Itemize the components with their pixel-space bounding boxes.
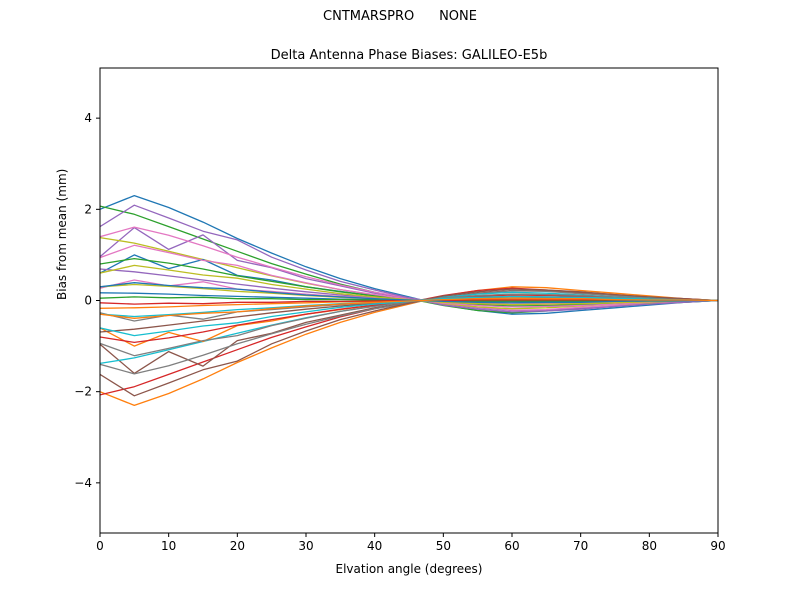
x-tick-label: 20: [230, 539, 245, 553]
x-axis-label: Elvation angle (degrees): [335, 562, 483, 576]
y-tick-label: 0: [84, 294, 92, 308]
y-tick-label: −2: [74, 385, 92, 399]
x-tick-label: 30: [298, 539, 313, 553]
x-tick-label: 50: [436, 539, 451, 553]
series-line: [100, 288, 718, 397]
x-tick-label: 90: [710, 539, 725, 553]
y-tick-label: 4: [84, 111, 92, 125]
series-line: [100, 286, 718, 407]
x-tick-label: 60: [504, 539, 519, 553]
figure-suptitle: CNTMARSPRO NONE: [323, 9, 477, 24]
series-line: [100, 282, 718, 304]
plot-title: Delta Antenna Phase Biases: GALILEO-E5b: [270, 48, 548, 63]
series-line: [100, 194, 718, 315]
series-line: [100, 297, 718, 319]
y-tick-label: −4: [74, 476, 92, 490]
x-tick-label: 70: [573, 539, 588, 553]
series-line: [100, 204, 718, 313]
x-tick-label: 40: [367, 539, 382, 553]
x-tick-label: 10: [161, 539, 176, 553]
x-tick-label: 0: [96, 539, 104, 553]
y-tick-label: 2: [84, 202, 92, 216]
x-tick-label: 80: [642, 539, 657, 553]
